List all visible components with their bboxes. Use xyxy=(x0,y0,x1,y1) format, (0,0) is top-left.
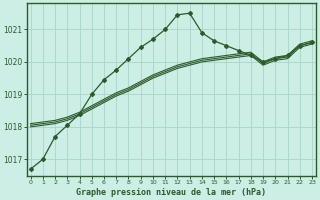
X-axis label: Graphe pression niveau de la mer (hPa): Graphe pression niveau de la mer (hPa) xyxy=(76,188,266,197)
